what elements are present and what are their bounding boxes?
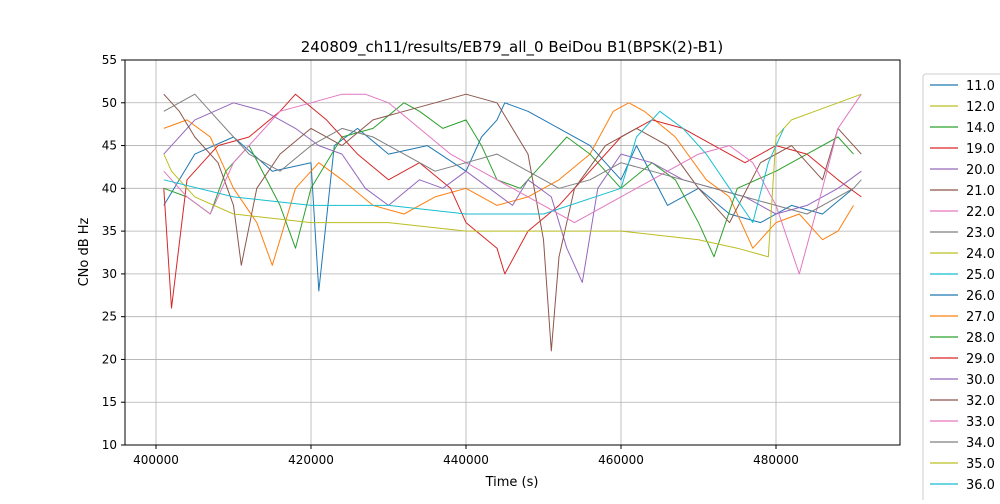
series-line-25-0 [163,110,785,224]
series-line-21-0 [163,93,862,352]
legend-label: 27.0 [966,310,995,325]
series-line-14-0 [163,102,854,258]
legend-label: 32.0 [966,394,995,409]
legend-label: 24.0 [966,247,995,262]
series-line-24-0 [163,93,862,258]
y-tick-label: 15 [102,395,117,409]
legend-label: 35.0 [966,457,995,472]
legend-label: 11.0 [966,79,995,94]
y-axis-label: CNo dB Hz [77,217,92,286]
legend-label: 26.0 [966,289,995,304]
x-tick-label: 480000 [753,453,799,467]
series-line-22-0 [163,93,862,275]
y-tick-label: 20 [102,352,117,366]
x-axis-label: Time (s) [485,475,539,490]
legend-box [922,73,1000,504]
x-tick-label: 400000 [133,453,179,467]
legend-label: 34.0 [966,436,995,451]
x-tick-label: 460000 [598,453,644,467]
plot-frame [124,59,901,446]
legend-label: 23.0 [966,226,995,241]
y-tick-label: 35 [102,224,117,238]
series-line-11-0 [163,102,854,292]
x-tick-label: 440000 [443,453,489,467]
legend-label: 14.0 [966,121,995,136]
y-tick-label: 30 [102,267,117,281]
y-tick-label: 25 [102,310,117,324]
axis-ticks: 400000 420000 440000 460000 480000 10 15 20 25 30… [102,53,799,467]
x-tick-label: 420000 [288,453,334,467]
legend-label: 29.0 [966,352,995,367]
legend: 11.0 12.0 14.0 19.0 20.0 21.0 22.0 23.0 24.0 25.0… [922,73,1000,504]
y-tick-label: 10 [102,438,117,452]
legend-label: 20.0 [966,163,995,178]
y-tick-label: 40 [102,181,117,195]
series-line-19-0 [163,93,862,309]
y-tick-label: 50 [102,96,117,110]
y-tick-label: 45 [102,139,117,153]
series-line-23-0 [163,93,862,215]
legend-label: 30.0 [966,373,995,388]
legend-label: 25.0 [966,268,995,283]
y-tick-label: 55 [102,53,117,67]
legend-label: 12.0 [966,100,995,115]
legend-label: 19.0 [966,142,995,157]
legend-label: 21.0 [966,184,995,199]
legend-label: 33.0 [966,415,995,430]
legend-label: 36.0 [966,478,995,493]
series-lines [163,93,862,352]
chart-title: 240809_ch11/results/EB79_all_0 BeiDou B1… [301,38,724,57]
legend-label: 28.0 [966,331,995,346]
legend-label: 22.0 [966,205,995,220]
